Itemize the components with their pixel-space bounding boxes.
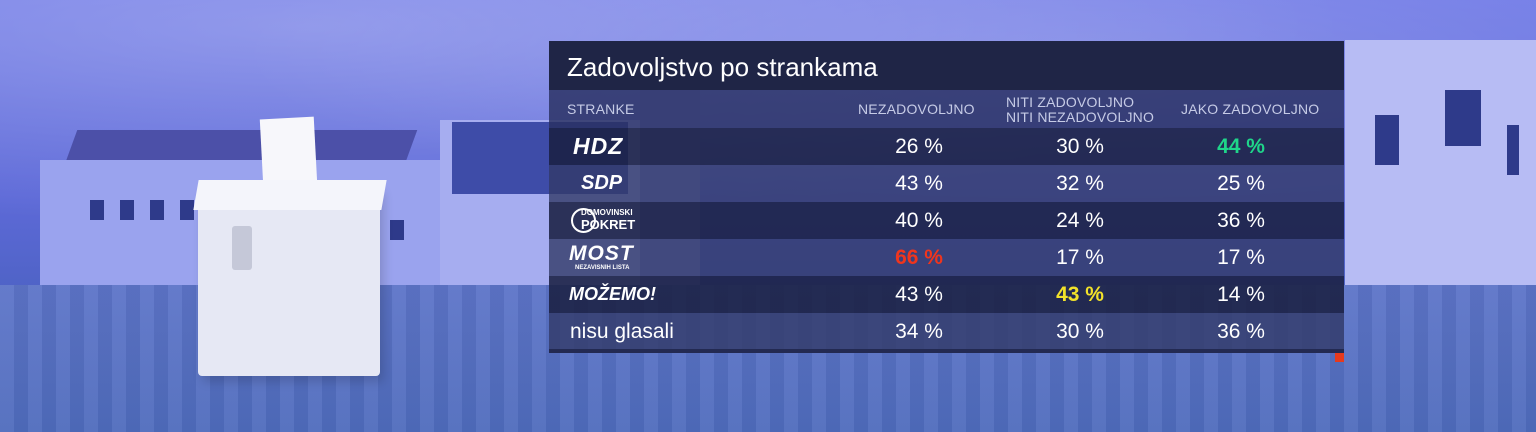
window — [90, 200, 104, 220]
title-bar: Zadovoljstvo po strankama — [549, 41, 1344, 90]
window — [1445, 90, 1481, 146]
table-row: MOST NEZAVISNIH LISTA 66 % 17 % 17 % — [549, 239, 1344, 276]
most-logo-text: MOST — [569, 242, 634, 265]
table-row: DOMOVINSKI POKRET 40 % 24 % 36 % — [549, 202, 1344, 239]
table-row: MOŽEMO! 43 % 43 % 14 % — [549, 276, 1344, 313]
ballot-box-lid — [193, 180, 387, 210]
results-panel: Zadovoljstvo po strankama STRANKE NEZADO… — [549, 41, 1344, 362]
table-row: nisu glasali 34 % 30 % 36 % — [549, 313, 1344, 349]
padlock-icon — [232, 226, 252, 270]
value-niti: 24 % — [1056, 209, 1104, 232]
corner-accent — [1335, 353, 1344, 362]
hdz-logo: HDZ — [573, 133, 624, 159]
most-logo: MOST NEZAVISNIH LISTA — [569, 242, 634, 272]
value-niti-highlight: 43 % — [1056, 283, 1104, 306]
value-jako: 17 % — [1217, 246, 1265, 269]
window — [180, 200, 194, 220]
window — [390, 220, 404, 240]
most-logo-subtext: NEZAVISNIH LISTA — [575, 265, 630, 271]
value-niti: 32 % — [1056, 172, 1104, 195]
header-stranke: STRANKE — [567, 101, 635, 117]
header-nezadovoljno: NEZADOVOLJNO — [858, 101, 975, 117]
dp-logo-line1: DOMOVINSKI — [581, 208, 633, 217]
dp-logo-line2: POKRET — [581, 217, 636, 232]
value-jako: 36 % — [1217, 320, 1265, 343]
window — [1375, 115, 1399, 165]
value-nezadovoljno: 34 % — [895, 320, 943, 343]
value-niti: 30 % — [1056, 320, 1104, 343]
value-niti: 30 % — [1056, 135, 1104, 158]
value-nezadovoljno-highlight: 66 % — [895, 246, 943, 269]
window — [150, 200, 164, 220]
bottom-bar — [549, 349, 1344, 353]
table-row: SDP 43 % 32 % 25 % — [549, 165, 1344, 202]
value-nezadovoljno: 40 % — [895, 209, 943, 232]
value-jako: 25 % — [1217, 172, 1265, 195]
value-nezadovoljno: 43 % — [895, 172, 943, 195]
sdp-logo: SDP — [581, 172, 623, 194]
header-jako: JAKO ZADOVOLJNO — [1181, 101, 1320, 117]
window — [120, 200, 134, 220]
ballot-box — [198, 186, 380, 376]
header-niti-line2: NITI NEZADOVOLJNO — [1006, 109, 1155, 125]
value-nezadovoljno: 26 % — [895, 135, 943, 158]
dp-logo-text: DOMOVINSKI POKRET — [581, 208, 635, 232]
value-nezadovoljno: 43 % — [895, 283, 943, 306]
mozemo-logo: MOŽEMO! — [569, 284, 656, 304]
table-header: STRANKE NEZADOVOLJNO NITI ZADOVOLJNO NIT… — [549, 90, 1344, 128]
chart-title: Zadovoljstvo po strankama — [567, 52, 878, 82]
party-name: nisu glasali — [570, 320, 674, 343]
value-jako: 14 % — [1217, 283, 1265, 306]
value-jako: 36 % — [1217, 209, 1265, 232]
value-jako-highlight: 44 % — [1217, 135, 1265, 158]
dp-logo-circle — [571, 208, 596, 233]
header-niti-line1: NITI ZADOVOLJNO — [1006, 94, 1135, 110]
window — [1507, 125, 1519, 175]
table-row: HDZ 26 % 30 % 44 % — [549, 128, 1344, 165]
value-niti: 17 % — [1056, 246, 1104, 269]
